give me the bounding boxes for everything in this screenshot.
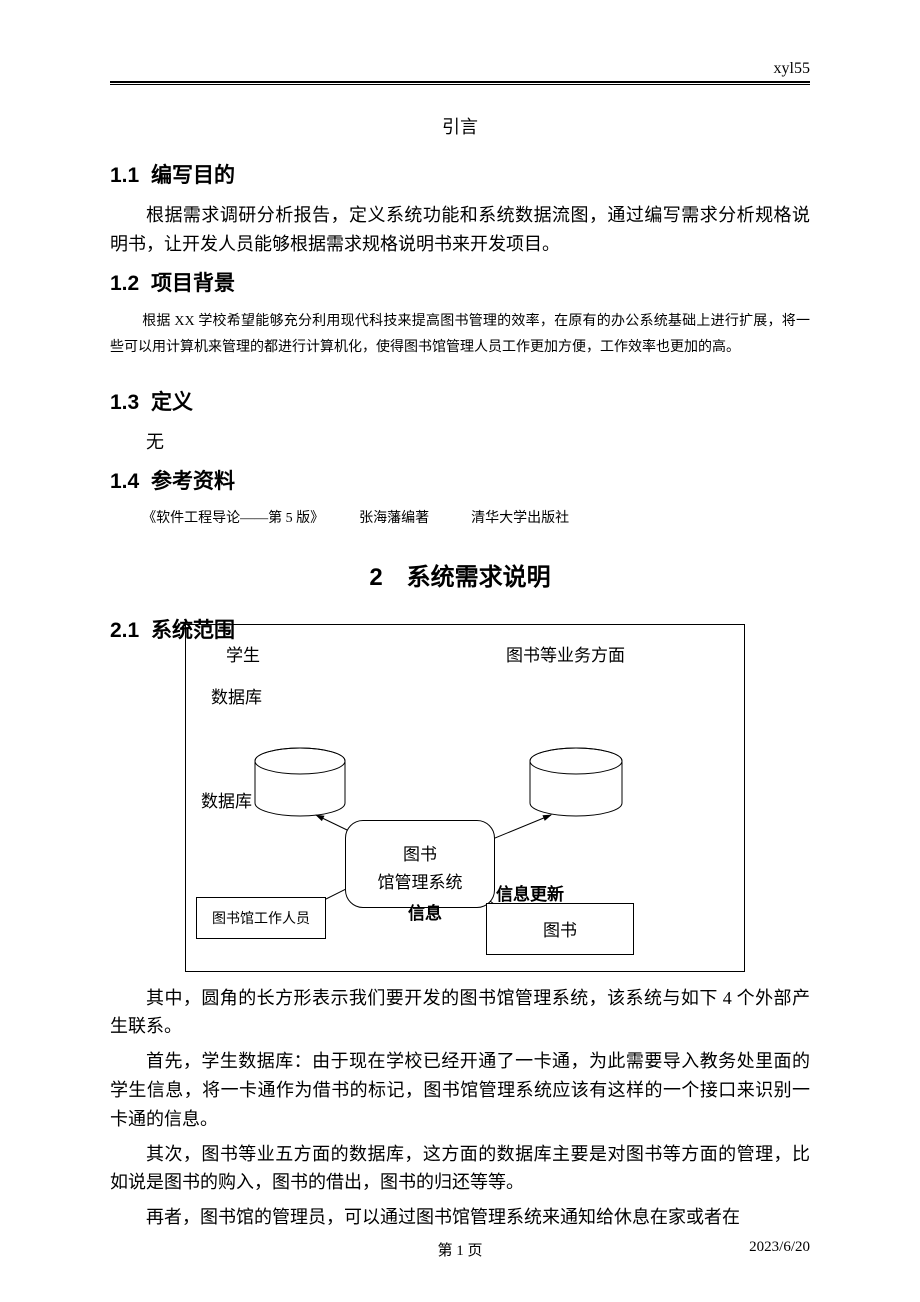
body-1-4: 《软件工程导论——第 5 版》 张海藩编著 清华大学出版社 [110, 507, 810, 527]
heading-num: 1.4 [110, 470, 139, 493]
diagram-label-db2: 数据库 [201, 787, 252, 812]
footer-page-number: 第 1 页 [437, 1239, 482, 1260]
book-box: 图书 [486, 903, 634, 955]
heading-num: 1.3 [110, 391, 139, 414]
body-1-3: 无 [110, 428, 810, 457]
staff-box: 图书馆工作人员 [196, 897, 326, 939]
page-footer: 第 1 页 2023/6/20 [110, 1239, 810, 1256]
chapter-num: 2 [369, 564, 382, 591]
diagram-label-biz: 图书等业务方面 [506, 641, 625, 666]
after-p1: 其中，圆角的长方形表示我们要开发的图书馆管理系统，该系统与如下 4 个外部产生联… [110, 984, 810, 1042]
heading-text: 项目背景 [151, 272, 235, 295]
center-line2: 馆管理系统 [346, 869, 494, 898]
heading-num: 1.2 [110, 272, 139, 295]
heading-num: 1.1 [110, 164, 139, 187]
heading-1-4: 1.4 参考资料 [110, 465, 810, 495]
diagram-label-info: 信息 [408, 899, 442, 924]
chapter-2-heading: 2 系统需求说明 [110, 557, 810, 592]
header-rule [110, 81, 810, 85]
body-1-2: 根据 XX 学校希望能够充分利用现代科技来提高图书管理的效率，在原有的办公系统基… [110, 309, 810, 362]
heading-1-2: 1.2 项目背景 [110, 267, 810, 297]
after-p2: 首先，学生数据库：由于现在学校已经开通了一卡通，为此需要导入教务处里面的学生信息… [110, 1047, 810, 1133]
heading-1-3: 1.3 定义 [110, 386, 810, 416]
diagram-label-info-update: 信息更新 [496, 880, 564, 905]
diagram-label-student: 学生 [226, 641, 260, 666]
heading-num: 2.1 [110, 619, 139, 642]
heading-text: 参考资料 [151, 470, 235, 493]
body-1-1: 根据需求调研分析报告，定义系统功能和系统数据流图，通过编写需求分析规格说明书，让… [110, 201, 810, 259]
after-p3: 其次，图书等业五方面的数据库，这方面的数据库主要是对图书等方面的管理，比如说是图… [110, 1140, 810, 1198]
footer-date: 2023/6/20 [749, 1239, 810, 1256]
heading-1-1: 1.1 编写目的 [110, 159, 810, 189]
cylinder-right [529, 747, 624, 817]
header-label: xyl55 [110, 60, 810, 78]
diagram-label-db1: 数据库 [211, 683, 262, 708]
heading-text: 定义 [151, 391, 193, 414]
cylinder-left [254, 747, 346, 817]
heading-text: 编写目的 [151, 164, 235, 187]
after-p4: 再者，图书馆的管理员，可以通过图书馆管理系统来通知给休息在家或者在 [110, 1203, 810, 1232]
center-system-box: 图书 馆管理系统 [345, 820, 495, 908]
system-scope-diagram: 学生 图书等业务方面 数据库 数据库 [185, 624, 745, 972]
center-line1: 图书 [346, 841, 494, 870]
chapter-title: 系统需求说明 [407, 564, 551, 591]
intro-title: 引言 [110, 113, 810, 139]
